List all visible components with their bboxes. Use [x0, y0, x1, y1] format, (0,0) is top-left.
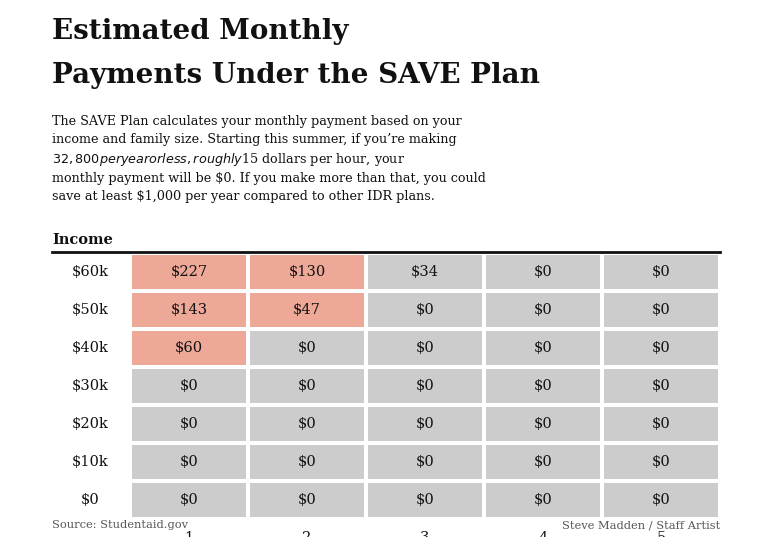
Text: Income: Income — [52, 233, 113, 247]
Bar — [604, 255, 718, 289]
Text: $0: $0 — [416, 493, 435, 507]
Bar — [132, 407, 246, 441]
Text: $0: $0 — [416, 455, 435, 469]
Text: $0: $0 — [179, 493, 198, 507]
Text: $143: $143 — [170, 303, 207, 317]
Text: $0: $0 — [534, 303, 553, 317]
Text: Steve Madden / Staff Artist: Steve Madden / Staff Artist — [562, 520, 720, 530]
Text: 2: 2 — [302, 531, 312, 537]
Bar — [486, 293, 600, 327]
Text: $0: $0 — [416, 417, 435, 431]
Text: $60: $60 — [175, 341, 203, 355]
Bar — [132, 445, 246, 479]
Bar — [132, 255, 246, 289]
Text: $0: $0 — [298, 493, 316, 507]
Text: $40k: $40k — [71, 341, 109, 355]
Text: $0: $0 — [651, 341, 670, 355]
Bar — [132, 293, 246, 327]
Text: $0: $0 — [651, 265, 670, 279]
Bar — [604, 331, 718, 365]
Bar — [250, 445, 364, 479]
Text: $0: $0 — [651, 455, 670, 469]
Bar — [368, 255, 482, 289]
Text: $0: $0 — [298, 379, 316, 393]
Bar — [368, 369, 482, 403]
Bar — [250, 293, 364, 327]
Text: $0: $0 — [179, 379, 198, 393]
Bar — [250, 407, 364, 441]
Text: $20k: $20k — [71, 417, 109, 431]
Text: $0: $0 — [534, 265, 553, 279]
Text: $0: $0 — [416, 341, 435, 355]
Bar — [486, 407, 600, 441]
Text: $0: $0 — [179, 417, 198, 431]
Text: $0: $0 — [534, 417, 553, 431]
Bar — [368, 407, 482, 441]
Text: $0: $0 — [534, 493, 553, 507]
Bar — [132, 483, 246, 517]
Bar — [250, 369, 364, 403]
Bar — [368, 331, 482, 365]
Text: $0: $0 — [298, 417, 316, 431]
Text: 5: 5 — [657, 531, 666, 537]
Text: 3: 3 — [420, 531, 429, 537]
Text: $30k: $30k — [71, 379, 109, 393]
Text: $0: $0 — [416, 303, 435, 317]
Bar — [604, 483, 718, 517]
Text: $0: $0 — [651, 493, 670, 507]
Text: 1: 1 — [185, 531, 194, 537]
Bar — [604, 293, 718, 327]
Bar — [604, 445, 718, 479]
Text: $0: $0 — [179, 455, 198, 469]
Text: $0: $0 — [651, 417, 670, 431]
Text: $0: $0 — [298, 455, 316, 469]
Text: 4: 4 — [538, 531, 548, 537]
Text: Source: Studentaid.gov: Source: Studentaid.gov — [52, 520, 188, 530]
Text: $50k: $50k — [71, 303, 109, 317]
Bar — [486, 331, 600, 365]
Text: $130: $130 — [288, 265, 325, 279]
Text: $0: $0 — [651, 379, 670, 393]
Bar — [604, 407, 718, 441]
Text: $10k: $10k — [71, 455, 109, 469]
Bar — [250, 255, 364, 289]
Text: $0: $0 — [534, 455, 553, 469]
Text: Payments Under the SAVE Plan: Payments Under the SAVE Plan — [52, 62, 540, 89]
Text: $47: $47 — [293, 303, 321, 317]
Text: $0: $0 — [651, 303, 670, 317]
Bar — [250, 483, 364, 517]
Text: The SAVE Plan calculates your monthly payment based on your
income and family si: The SAVE Plan calculates your monthly pa… — [52, 115, 486, 203]
Text: $0: $0 — [298, 341, 316, 355]
Text: $0: $0 — [81, 493, 100, 507]
Bar — [368, 483, 482, 517]
Text: $0: $0 — [416, 379, 435, 393]
Bar — [368, 445, 482, 479]
Text: Estimated Monthly: Estimated Monthly — [52, 18, 349, 45]
Text: $34: $34 — [411, 265, 439, 279]
Bar — [486, 255, 600, 289]
Bar — [368, 293, 482, 327]
Text: $0: $0 — [534, 341, 553, 355]
Text: $60k: $60k — [71, 265, 109, 279]
Bar — [132, 369, 246, 403]
Bar — [132, 331, 246, 365]
Bar — [250, 331, 364, 365]
Text: $227: $227 — [170, 265, 207, 279]
Bar — [604, 369, 718, 403]
Bar — [486, 445, 600, 479]
Bar — [486, 369, 600, 403]
Bar — [486, 483, 600, 517]
Text: $0: $0 — [534, 379, 553, 393]
